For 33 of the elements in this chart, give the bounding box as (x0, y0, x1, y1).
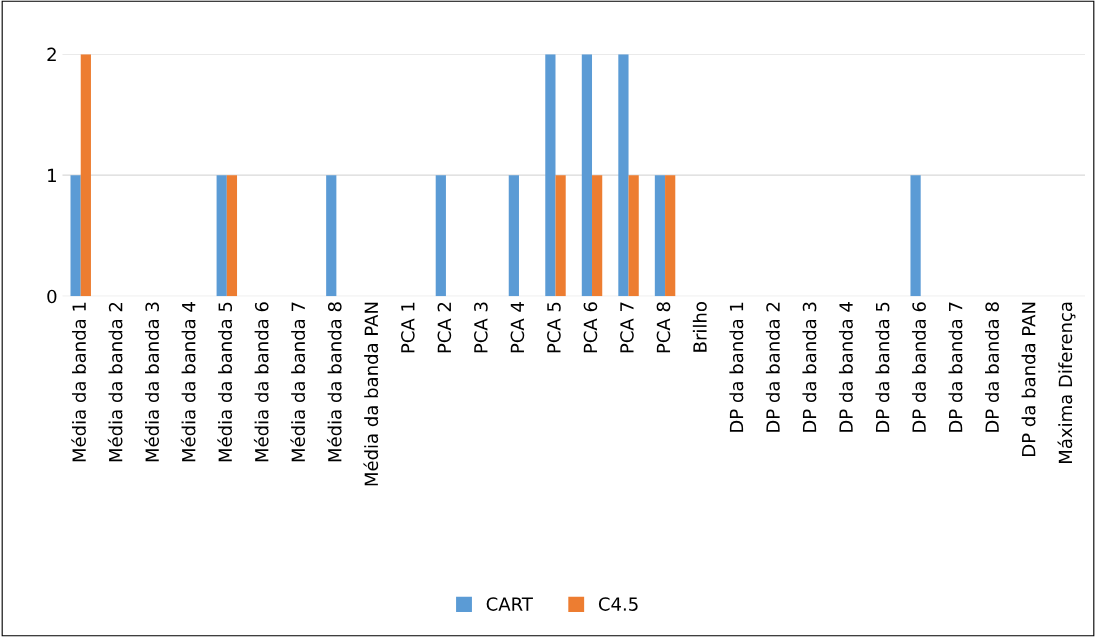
x-tick-label: Média da banda 3 (144, 302, 160, 462)
x-tick-label: PCA 7 (620, 302, 634, 353)
x-tick-label: PCA 3 (474, 302, 488, 353)
legend-label: C4.5 (598, 597, 638, 611)
x-tick-label: Média da banda 4 (180, 302, 196, 462)
x-tick-label: DP da banda 8 (985, 302, 999, 432)
x-tick-label: DP da banda 6 (911, 302, 926, 432)
x-tick-label: DP da banda 4 (838, 302, 853, 432)
y-tick-label: 2 (47, 47, 56, 61)
x-tick-label: Média da banda 2 (107, 302, 123, 462)
x-tick-label: PCA 1 (401, 302, 415, 353)
x-tick-label: Média da banda 5 (217, 302, 233, 462)
x-tick-label: PCA 6 (583, 302, 598, 353)
x-tick-label: PCA 4 (510, 302, 525, 353)
x-tick-label: Máxima Diferença (1057, 302, 1076, 463)
x-tick-label: DP da banda 1 (729, 302, 744, 432)
y-tick-label: 0 (47, 289, 57, 304)
x-tick-label: PCA 2 (437, 302, 452, 353)
x-tick-label: PCA 8 (656, 302, 671, 353)
x-tick-label: Média da banda PAN (363, 302, 379, 486)
x-tick-label: Média da banda 1 (71, 302, 86, 462)
x-tick-label: Média da banda 8 (326, 302, 342, 462)
legend-label: CART (486, 597, 533, 611)
x-tick-label: PCA 5 (547, 302, 561, 353)
x-tick-label: DP da banda PAN (1021, 302, 1036, 456)
x-tick-label: Brilho (692, 302, 707, 352)
x-tick-label: Média da banda 7 (290, 302, 306, 462)
x-tick-label: DP da banda 3 (802, 302, 817, 432)
x-tick-label: DP da banda 5 (875, 302, 890, 432)
y-tick-label: 1 (48, 168, 56, 183)
x-tick-label: DP da banda 2 (765, 302, 780, 432)
x-tick-label: Média da banda 6 (253, 302, 269, 462)
x-tick-label: DP da banda 7 (948, 302, 963, 432)
